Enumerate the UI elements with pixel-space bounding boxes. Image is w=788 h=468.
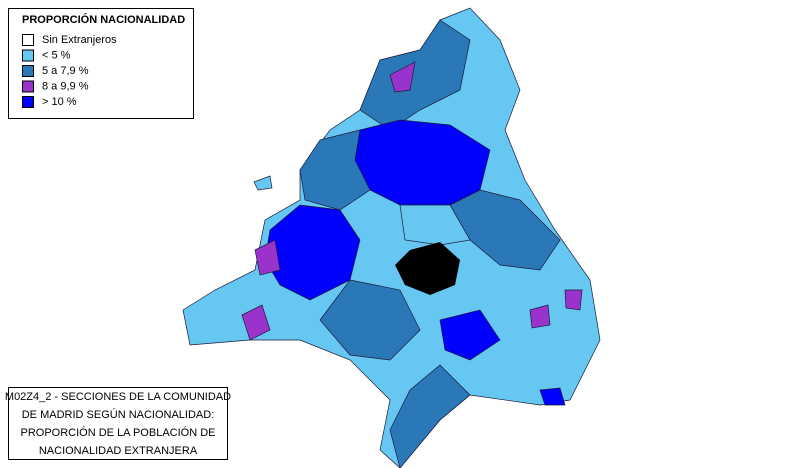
map <box>182 7 601 468</box>
region <box>539 387 566 406</box>
region <box>319 279 421 361</box>
legend-label: 8 a 9,9 % <box>42 80 89 92</box>
legend-label: < 5 % <box>42 49 71 61</box>
city-dense-area <box>395 242 460 295</box>
legend-swatch <box>22 96 34 108</box>
legend: PROPORCIÓN NACIONALIDAD Sin Extranjeros <… <box>8 8 194 119</box>
region <box>529 304 551 329</box>
legend-label: Sin Extranjeros <box>42 34 117 46</box>
region <box>253 175 273 191</box>
legend-swatch <box>22 49 34 62</box>
region <box>439 309 501 361</box>
legend-swatch <box>22 34 34 46</box>
caption-box <box>8 387 228 460</box>
legend-label: 5 a 7,9 % <box>42 65 89 77</box>
region <box>389 364 471 468</box>
caption: M02Z4_2 - SECCIONES DE LA COMUNIDAD DE MA… <box>5 387 231 460</box>
caption-line: M02Z4_2 - SECCIONES DE LA COMUNIDAD <box>5 391 231 403</box>
caption-line: NACIONALIDAD EXTRANJERA <box>39 445 198 457</box>
region <box>254 239 281 276</box>
region <box>299 129 371 211</box>
region <box>241 304 271 341</box>
region <box>359 19 471 131</box>
legend-box <box>8 8 194 119</box>
legend-swatch <box>22 65 34 77</box>
region <box>389 61 416 93</box>
caption-line: PROPORCIÓN DE LA POBLACIÓN DE <box>21 426 216 439</box>
legend-swatch <box>22 80 34 93</box>
caption-line: DE MADRID SEGÚN NACIONALIDAD: <box>22 408 215 421</box>
region <box>399 204 471 246</box>
legend-title: PROPORCIÓN NACIONALIDAD <box>22 13 185 26</box>
legend-label: > 10 % <box>42 96 77 108</box>
region <box>449 189 561 271</box>
region <box>564 289 583 311</box>
